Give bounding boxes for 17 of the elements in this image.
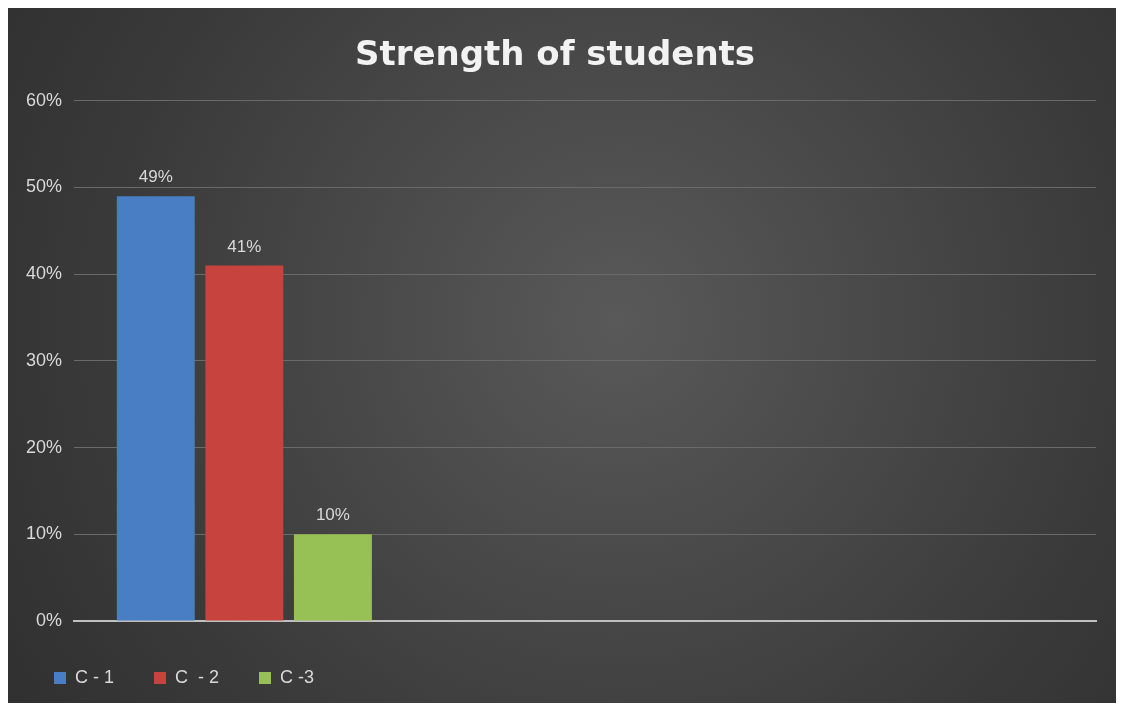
data-label: 49% xyxy=(138,167,173,187)
data-label: 10% xyxy=(315,505,350,525)
bar xyxy=(293,534,372,621)
legend-label: C - 2 xyxy=(175,666,220,687)
y-tick-label: 0% xyxy=(36,609,63,630)
y-tick-label: 60% xyxy=(26,89,63,110)
legend-label: C - 1 xyxy=(75,666,115,687)
legend-label: C -3 xyxy=(280,666,315,687)
y-tick-label: 10% xyxy=(26,523,63,544)
y-tick-label: 40% xyxy=(26,263,63,284)
bar xyxy=(116,196,195,621)
y-tick-label: 50% xyxy=(26,176,63,197)
chart-title: Strength of students xyxy=(354,33,756,74)
bar xyxy=(205,265,284,621)
y-tick-label: 30% xyxy=(26,349,63,370)
y-tick-label: 20% xyxy=(26,436,63,457)
data-label: 41% xyxy=(227,236,262,256)
